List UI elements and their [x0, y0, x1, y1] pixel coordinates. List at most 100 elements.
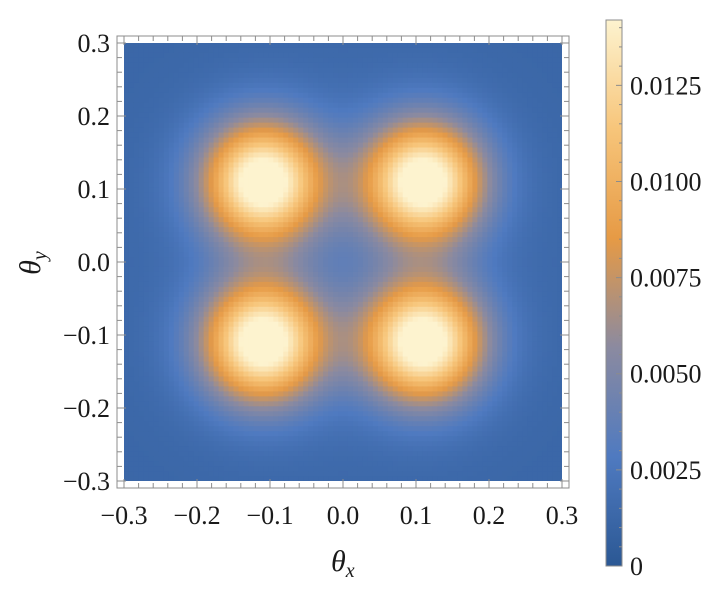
- heatmap-cell: [308, 43, 314, 49]
- heatmap-cell: [382, 237, 389, 243]
- heatmap-cell: [352, 271, 359, 278]
- heatmap-cell: [208, 266, 215, 273]
- heatmap-cell: [318, 142, 324, 149]
- heatmap-cell: [507, 137, 513, 144]
- heatmap-cell: [278, 311, 284, 318]
- heatmap-cell: [407, 316, 414, 323]
- heatmap-cell: [298, 147, 304, 154]
- heatmap-cell: [208, 57, 215, 64]
- heatmap-cell: [457, 162, 464, 169]
- heatmap-cell: [223, 122, 230, 129]
- heatmap-cell: [492, 167, 498, 174]
- heatmap-cell: [467, 122, 474, 129]
- heatmap-cell: [412, 157, 419, 164]
- heatmap-cell: [382, 311, 389, 318]
- heatmap-cell: [283, 301, 289, 308]
- heatmap-cell: [283, 207, 289, 213]
- heatmap-cell: [238, 222, 245, 228]
- heatmap-cell: [233, 152, 240, 159]
- heatmap-cell: [402, 147, 409, 154]
- heatmap-cell: [338, 281, 344, 288]
- heatmap-cell: [467, 132, 474, 139]
- heatmap-cell: [263, 301, 269, 308]
- heatmap-cell: [452, 212, 459, 218]
- heatmap-cell: [417, 262, 424, 268]
- heatmap-cell: [308, 167, 314, 174]
- heatmap-cell: [347, 142, 354, 149]
- heatmap-cell: [537, 62, 543, 69]
- heatmap-cell: [183, 271, 190, 278]
- heatmap-cell: [313, 296, 319, 303]
- heatmap-cell: [213, 262, 220, 268]
- heatmap-cell: [263, 57, 269, 64]
- heatmap-cell: [128, 262, 135, 268]
- heatmap-cell: [288, 72, 294, 79]
- heatmap-cell: [273, 202, 279, 208]
- heatmap-cell: [203, 167, 210, 174]
- heatmap-cell: [333, 192, 339, 198]
- heatmap-cell: [168, 316, 175, 323]
- heatmap-cell: [487, 281, 493, 288]
- heatmap-cell: [557, 52, 562, 59]
- heatmap-cells: [124, 43, 562, 481]
- heatmap-cell: [303, 82, 309, 89]
- heatmap-cell: [412, 237, 419, 243]
- heatmap-cell: [462, 237, 469, 243]
- heatmap-cell: [372, 87, 379, 94]
- heatmap-cell: [527, 137, 533, 144]
- heatmap-cell: [228, 52, 235, 59]
- heatmap-cell: [397, 247, 404, 253]
- heatmap-cell: [487, 127, 493, 134]
- heatmap-cell: [223, 167, 230, 174]
- heatmap-cell: [318, 52, 324, 59]
- heatmap-cell: [352, 107, 359, 114]
- heatmap-cell: [387, 87, 394, 94]
- heatmap-cell: [138, 311, 145, 318]
- heatmap-cell: [552, 182, 558, 188]
- heatmap-cell: [308, 227, 314, 233]
- heatmap-cell: [318, 271, 324, 278]
- heatmap-cell: [552, 117, 558, 124]
- heatmap-cell: [447, 217, 454, 223]
- heatmap-cell: [547, 43, 553, 49]
- heatmap-cell: [248, 271, 255, 278]
- heatmap-cell: [233, 77, 240, 84]
- heatmap-cell: [422, 157, 429, 164]
- heatmap-cell: [193, 192, 200, 198]
- heatmap-cell: [352, 57, 359, 64]
- heatmap-cell: [188, 152, 195, 159]
- heatmap-cell: [253, 72, 259, 79]
- heatmap-cell: [233, 232, 240, 238]
- heatmap-cell: [133, 72, 140, 79]
- heatmap-cell: [218, 276, 225, 283]
- heatmap-cell: [422, 207, 429, 213]
- heatmap-cell: [323, 242, 329, 248]
- heatmap-cell: [268, 52, 274, 59]
- heatmap-cell: [343, 187, 349, 193]
- heatmap-cell: [447, 296, 454, 303]
- heatmap-cell: [387, 157, 394, 164]
- heatmap-cell: [188, 132, 195, 139]
- heatmap-cell: [268, 222, 274, 228]
- heatmap-cell: [452, 77, 459, 84]
- heatmap-cell: [512, 316, 518, 323]
- heatmap-cell: [143, 232, 150, 238]
- heatmap-cell: [377, 217, 384, 223]
- heatmap-cell: [407, 252, 414, 258]
- heatmap-cell: [343, 47, 349, 54]
- heatmap-cell: [143, 72, 150, 79]
- heatmap-cell: [447, 232, 454, 238]
- heatmap-cell: [238, 167, 245, 174]
- heatmap-cell: [213, 247, 220, 253]
- heatmap-cell: [532, 286, 538, 293]
- heatmap-cell: [238, 127, 245, 134]
- heatmap-cell: [377, 222, 384, 228]
- heatmap-cell: [387, 142, 394, 149]
- heatmap-cell: [133, 227, 140, 233]
- heatmap-cell: [527, 127, 533, 134]
- heatmap-cell: [557, 276, 562, 283]
- heatmap-cell: [163, 232, 170, 238]
- heatmap-cell: [308, 291, 314, 298]
- heatmap-cell: [402, 257, 409, 263]
- heatmap-cell: [352, 82, 359, 89]
